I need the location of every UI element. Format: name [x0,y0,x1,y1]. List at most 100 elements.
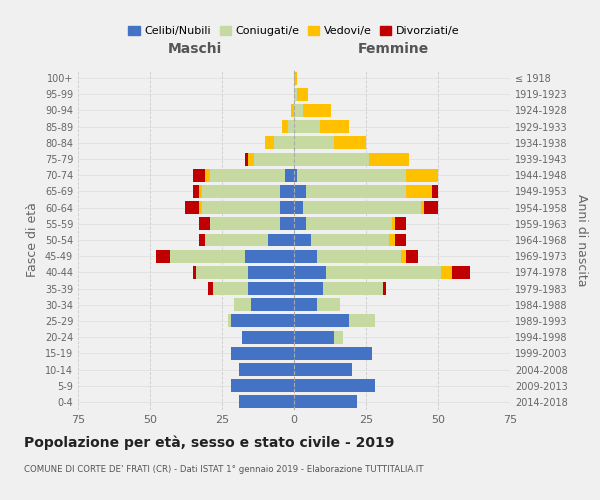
Bar [283,120,288,133]
Bar [294,250,317,262]
Text: Popolazione per età, sesso e stato civile - 2019: Popolazione per età, sesso e stato civil… [24,435,394,450]
Bar [452,266,470,279]
Bar [302,201,421,214]
Bar [248,282,294,295]
Bar [320,120,349,133]
Bar [251,298,294,311]
Y-axis label: Fasce di età: Fasce di età [26,202,39,278]
Bar [294,347,372,360]
Bar [406,169,438,181]
Bar [294,396,358,408]
Bar [193,185,199,198]
Bar [305,218,392,230]
Bar [395,218,406,230]
Bar [383,282,386,295]
Text: COMUNE DI CORTE DE' FRATI (CR) - Dati ISTAT 1° gennaio 2019 - Elaborazione TUTTI: COMUNE DI CORTE DE' FRATI (CR) - Dati IS… [24,465,424,474]
Bar [280,201,294,214]
Legend: Celibi/Nubili, Coniugati/e, Vedovi/e, Divorziati/e: Celibi/Nubili, Coniugati/e, Vedovi/e, Di… [124,21,464,40]
Bar [421,201,424,214]
Bar [170,250,245,262]
Bar [196,266,248,279]
Bar [294,234,311,246]
Bar [326,266,441,279]
Bar [268,234,294,246]
Bar [205,234,268,246]
Bar [294,136,334,149]
Bar [294,282,323,295]
Bar [156,250,170,262]
Bar [334,330,343,344]
Bar [211,218,280,230]
Bar [288,120,294,133]
Bar [265,136,274,149]
Bar [202,201,280,214]
Bar [230,379,294,392]
Bar [205,169,211,181]
Bar [254,152,294,166]
Bar [349,314,374,328]
Bar [317,250,401,262]
Bar [294,218,305,230]
Bar [274,136,294,149]
Bar [294,120,320,133]
Bar [208,282,214,295]
Bar [193,169,205,181]
Bar [406,250,418,262]
Bar [395,234,406,246]
Bar [245,250,294,262]
Bar [294,298,317,311]
Bar [294,379,374,392]
Bar [185,201,199,214]
Bar [389,234,395,246]
Bar [294,152,369,166]
Bar [280,218,294,230]
Bar [294,185,305,198]
Bar [214,282,248,295]
Bar [305,185,406,198]
Bar [323,282,383,295]
Bar [294,363,352,376]
Bar [406,185,432,198]
Bar [211,169,286,181]
Bar [294,330,334,344]
Y-axis label: Anni di nascita: Anni di nascita [575,194,587,286]
Bar [294,72,297,85]
Bar [199,185,202,198]
Bar [297,169,406,181]
Bar [193,266,196,279]
Bar [248,266,294,279]
Text: Femmine: Femmine [358,42,429,56]
Bar [228,314,230,328]
Bar [294,169,297,181]
Bar [245,152,248,166]
Bar [291,104,294,117]
Bar [239,363,294,376]
Bar [239,396,294,408]
Bar [280,185,294,198]
Bar [242,330,294,344]
Text: Maschi: Maschi [167,42,222,56]
Bar [441,266,452,279]
Bar [392,218,395,230]
Bar [294,266,326,279]
Bar [286,169,294,181]
Bar [302,104,331,117]
Bar [311,234,389,246]
Bar [424,201,438,214]
Bar [199,201,202,214]
Bar [230,314,294,328]
Bar [294,201,302,214]
Bar [230,347,294,360]
Bar [297,88,308,101]
Bar [401,250,406,262]
Bar [294,88,297,101]
Bar [248,152,254,166]
Bar [294,314,349,328]
Bar [199,218,211,230]
Bar [199,234,205,246]
Bar [369,152,409,166]
Bar [334,136,366,149]
Bar [317,298,340,311]
Bar [233,298,251,311]
Bar [432,185,438,198]
